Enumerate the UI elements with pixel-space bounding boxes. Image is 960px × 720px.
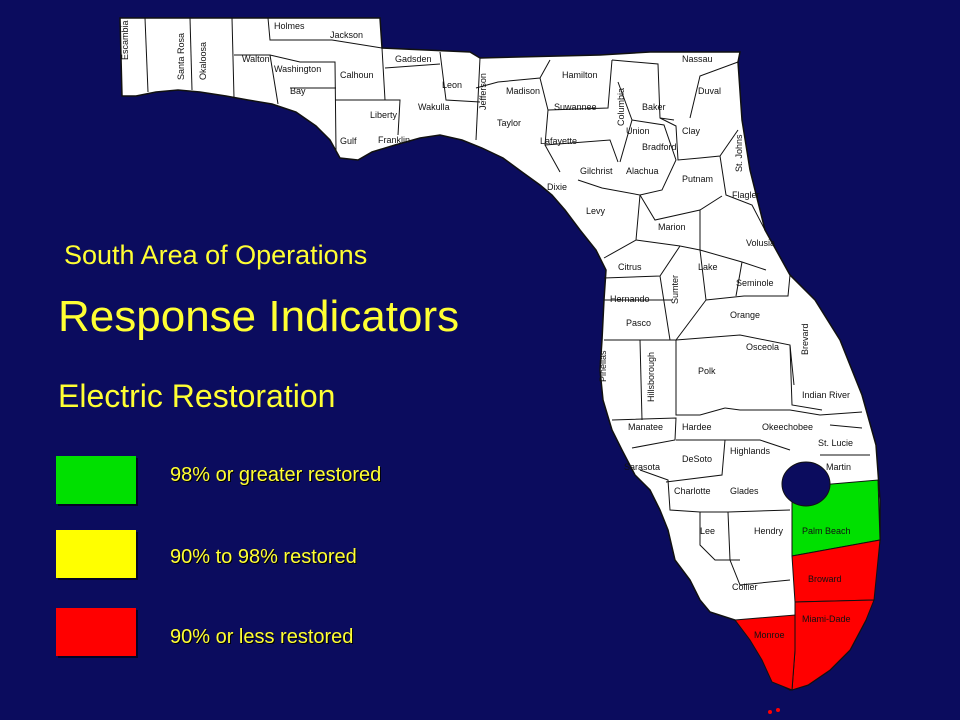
label-union: Union [626, 126, 650, 136]
label-suwannee: Suwannee [554, 102, 597, 112]
label-hillsborough: Hillsborough [646, 352, 656, 402]
label-leon: Leon [442, 80, 462, 90]
label-pasco: Pasco [626, 318, 651, 328]
label-miami-dade: Miami-Dade [802, 614, 851, 624]
county-labels: Escambia Santa Rosa Okaloosa Holmes Jack… [120, 20, 853, 640]
label-orange: Orange [730, 310, 760, 320]
label-escambia: Escambia [120, 20, 130, 60]
legend-label-green: 98% or greater restored [170, 464, 382, 486]
slide-subtitle: South Area of Operations [64, 240, 368, 270]
label-lee: Lee [700, 526, 715, 536]
label-madison: Madison [506, 86, 540, 96]
florida-landmass [119, 17, 881, 691]
label-manatee: Manatee [628, 422, 663, 432]
label-walton: Walton [242, 54, 270, 64]
label-lake: Lake [698, 262, 718, 272]
label-okeechobee: Okeechobee [762, 422, 813, 432]
label-glades: Glades [730, 486, 759, 496]
label-gilchrist: Gilchrist [580, 166, 613, 176]
label-hamilton: Hamilton [562, 70, 598, 80]
label-marion: Marion [658, 222, 686, 232]
label-franklin: Franklin [378, 135, 410, 145]
label-holmes: Holmes [274, 21, 305, 31]
label-charlotte: Charlotte [674, 486, 711, 496]
label-seminole: Seminole [736, 278, 774, 288]
label-alachua: Alachua [626, 166, 659, 176]
label-okaloosa: Okaloosa [198, 42, 208, 80]
legend-label-yellow: 90% to 98% restored [170, 546, 357, 568]
florida-keys [768, 708, 780, 714]
label-st-johns: St. Johns [734, 134, 744, 172]
legend-label-red: 90% or less restored [170, 626, 354, 648]
label-monroe: Monroe [754, 630, 785, 640]
label-gulf: Gulf [340, 136, 357, 146]
label-st-lucie: St. Lucie [818, 438, 853, 448]
county-monroe[interactable] [734, 614, 796, 691]
label-liberty: Liberty [370, 110, 398, 120]
label-flagler: Flagler [732, 190, 760, 200]
label-citrus: Citrus [618, 262, 642, 272]
label-columbia: Columbia [616, 88, 626, 126]
label-hernando: Hernando [610, 294, 650, 304]
label-putnam: Putnam [682, 174, 713, 184]
label-wakulla: Wakulla [418, 102, 450, 112]
label-washington: Washington [274, 64, 321, 74]
label-pinellas: Pinellas [598, 350, 608, 382]
label-sarasota: Sarasota [624, 462, 660, 472]
label-palm-beach: Palm Beach [802, 526, 851, 536]
label-clay: Clay [682, 126, 701, 136]
label-collier: Collier [732, 582, 758, 592]
label-volusia: Volusia [746, 238, 775, 248]
label-calhoun: Calhoun [340, 70, 374, 80]
label-hardee: Hardee [682, 422, 712, 432]
label-martin: Martin [826, 462, 851, 472]
label-gadsden: Gadsden [395, 54, 432, 64]
label-polk: Polk [698, 366, 716, 376]
legend-swatch-yellow [56, 530, 136, 578]
label-sumter: Sumter [670, 275, 680, 304]
slide-title: Response Indicators [58, 292, 460, 341]
section-title: Electric Restoration [58, 378, 336, 414]
label-nassau: Nassau [682, 54, 713, 64]
label-jackson: Jackson [330, 30, 363, 40]
label-highlands: Highlands [730, 446, 771, 456]
label-dixie: Dixie [547, 182, 567, 192]
label-duval: Duval [698, 86, 721, 96]
label-brevard: Brevard [800, 323, 810, 355]
label-desoto: DeSoto [682, 454, 712, 464]
label-lafayette: Lafayette [540, 136, 577, 146]
label-broward: Broward [808, 574, 842, 584]
label-taylor: Taylor [497, 118, 521, 128]
label-bay: Bay [290, 86, 306, 96]
label-santa-rosa: Santa Rosa [176, 33, 186, 80]
label-osceola: Osceola [746, 342, 779, 352]
lake-okeechobee [781, 461, 831, 507]
county-borders [144, 17, 870, 586]
label-indian-river: Indian River [802, 390, 850, 400]
legend-swatch-green [56, 456, 136, 504]
label-bradford: Bradford [642, 142, 677, 152]
label-jefferson: Jefferson [478, 73, 488, 110]
legend-swatch-red [56, 608, 136, 656]
label-levy: Levy [586, 206, 606, 216]
label-hendry: Hendry [754, 526, 784, 536]
label-baker: Baker [642, 102, 666, 112]
